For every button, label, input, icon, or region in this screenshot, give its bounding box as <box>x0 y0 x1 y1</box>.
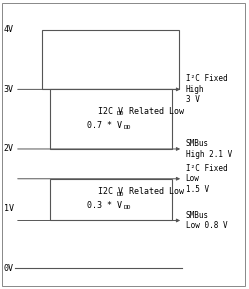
Text: DD: DD <box>124 125 131 130</box>
Text: 0.3 * V: 0.3 * V <box>87 201 122 210</box>
Text: DD: DD <box>124 205 131 210</box>
Text: 0.7 * V: 0.7 * V <box>87 121 122 130</box>
Text: 3V: 3V <box>4 85 14 94</box>
Bar <box>50 179 172 221</box>
Bar <box>42 30 179 89</box>
Text: DD: DD <box>117 111 124 116</box>
Text: Related Low: Related Low <box>124 187 185 196</box>
Text: I²C Fixed
Low
1.5 V: I²C Fixed Low 1.5 V <box>186 164 227 194</box>
Bar <box>50 89 172 149</box>
Text: DD: DD <box>117 192 124 197</box>
Text: I2C V: I2C V <box>98 187 123 196</box>
Text: SMBus
High 2.1 V: SMBus High 2.1 V <box>186 139 232 159</box>
Text: 1V: 1V <box>4 204 14 213</box>
Text: Related Low: Related Low <box>124 107 185 116</box>
Text: SMBus
Low 0.8 V: SMBus Low 0.8 V <box>186 211 227 230</box>
Text: 0V: 0V <box>4 264 14 273</box>
Text: 2V: 2V <box>4 144 14 153</box>
Text: I²C Fixed
High
3 V: I²C Fixed High 3 V <box>186 75 227 104</box>
Text: 4V: 4V <box>4 25 14 34</box>
Text: I2C V: I2C V <box>98 107 123 116</box>
